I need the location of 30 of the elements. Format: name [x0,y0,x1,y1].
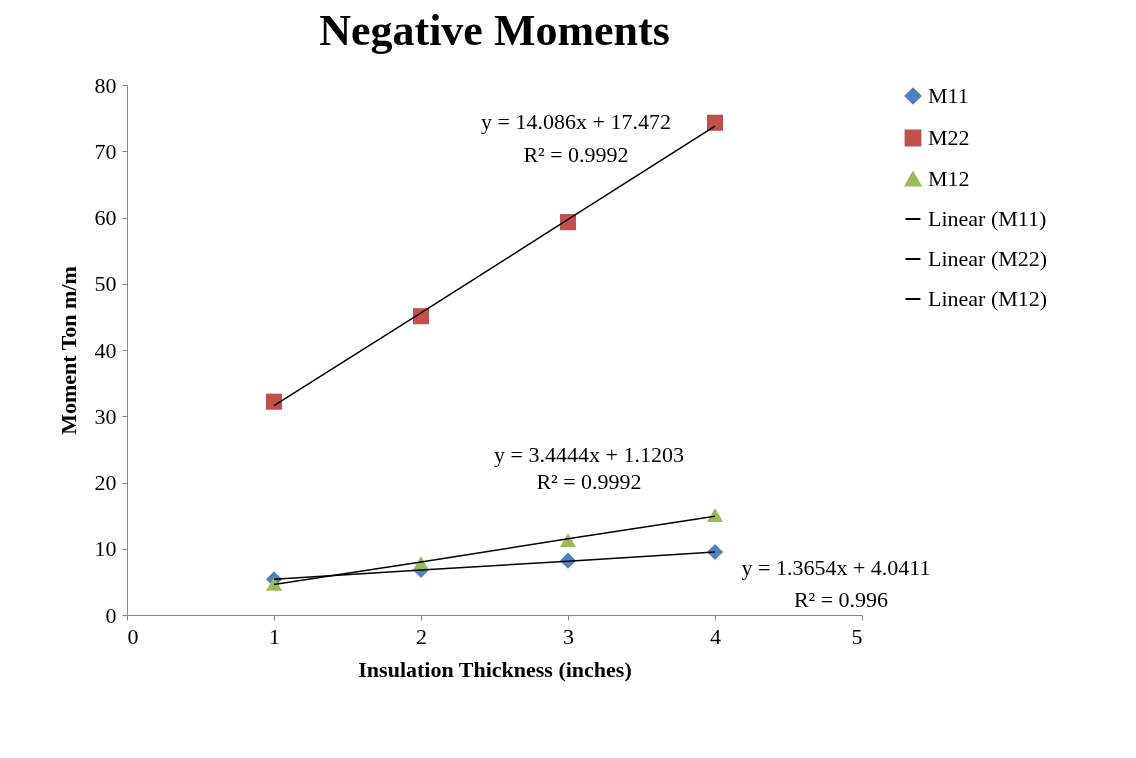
y-tick-label: 80 [94,72,117,98]
y-tick-label: 0 [105,602,117,628]
legend-label: Linear (M11) [928,206,1047,231]
y-tick-label: 50 [94,271,117,297]
y-axis-title: Moment Ton m/m [55,266,81,435]
y-tick-label: 30 [94,403,117,429]
legend-label: Linear (M12) [928,286,1048,311]
legend-label: Linear (M22) [928,246,1048,271]
annotation: R² = 0.9992 [523,142,629,167]
x-tick-label: 0 [127,623,139,649]
x-tick-label: 1 [269,623,280,649]
annotation: y = 1.3654x + 4.0411 [741,555,931,580]
y-tick-label: 40 [94,337,117,363]
annotation: R² = 0.9992 [536,469,642,494]
y-tick-label: 60 [94,205,117,230]
annotation: R² = 0.996 [793,587,889,612]
chart-title: Negative Moments [319,6,670,55]
y-tick-label: 70 [94,138,117,164]
y-tick-label: 20 [94,470,117,495]
x-tick-label: 3 [563,623,574,649]
x-axis-title: Insulation Thickness (inches) [358,656,632,682]
legend-label: M11 [928,83,969,108]
annotation: y = 14.086x + 17.472 [481,109,671,134]
legend-label: M12 [928,166,970,191]
legend-label: M22 [928,125,970,150]
x-tick-label: 4 [710,623,721,649]
x-tick-label: 5 [851,623,863,649]
y-tick-label: 10 [94,536,117,562]
annotation: y = 3.4444x + 1.1203 [494,442,684,467]
x-tick-label: 2 [416,623,427,649]
